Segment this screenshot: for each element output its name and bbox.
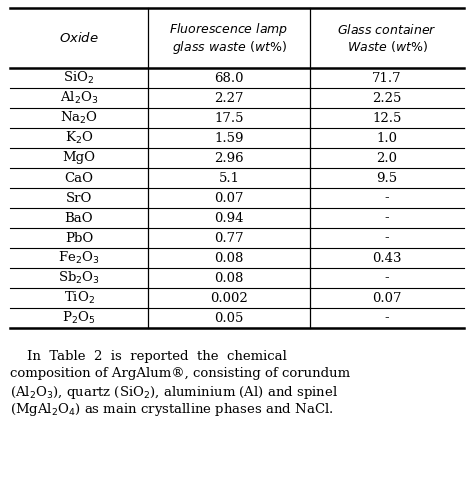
Text: -: - — [385, 231, 389, 244]
Text: (MgAl$_2$O$_4$) as main crystalline phases and NaCl.: (MgAl$_2$O$_4$) as main crystalline phas… — [10, 401, 334, 418]
Text: 0.05: 0.05 — [214, 312, 244, 324]
Text: Al$_2$O$_3$: Al$_2$O$_3$ — [60, 90, 98, 106]
Text: 0.94: 0.94 — [214, 212, 244, 225]
Text: 71.7: 71.7 — [372, 72, 402, 84]
Text: MgO: MgO — [63, 152, 95, 165]
Text: $\bf{\it{Oxide}}$: $\bf{\it{Oxide}}$ — [59, 31, 99, 45]
Text: BaO: BaO — [64, 212, 93, 225]
Text: -: - — [385, 312, 389, 324]
Text: Fe$_2$O$_3$: Fe$_2$O$_3$ — [58, 250, 100, 266]
Text: composition of ArgAlum®, consisting of corundum: composition of ArgAlum®, consisting of c… — [10, 367, 350, 380]
Text: Na$_2$O: Na$_2$O — [60, 110, 98, 126]
Text: 1.0: 1.0 — [376, 132, 398, 144]
Text: In  Table  2  is  reported  the  chemical: In Table 2 is reported the chemical — [10, 350, 287, 363]
Text: 0.08: 0.08 — [214, 252, 244, 264]
Text: -: - — [385, 212, 389, 225]
Text: K$_2$O: K$_2$O — [65, 130, 93, 146]
Text: 12.5: 12.5 — [372, 111, 401, 124]
Text: $\bf{\it{Glass\ container}}$: $\bf{\it{Glass\ container}}$ — [337, 23, 437, 37]
Text: 0.07: 0.07 — [214, 192, 244, 204]
Text: 2.27: 2.27 — [214, 92, 244, 105]
Text: TiO$_2$: TiO$_2$ — [64, 290, 94, 306]
Text: SrO: SrO — [66, 192, 92, 204]
Text: $\bf{\it{glass\ waste\ (wt\%)}}$: $\bf{\it{glass\ waste\ (wt\%)}}$ — [172, 38, 286, 56]
Text: 0.77: 0.77 — [214, 231, 244, 244]
Text: $\bf{\it{Fluorescence\ lamp}}$: $\bf{\it{Fluorescence\ lamp}}$ — [169, 22, 289, 38]
Text: 2.96: 2.96 — [214, 152, 244, 165]
Text: -: - — [385, 192, 389, 204]
Text: PbO: PbO — [65, 231, 93, 244]
Text: 2.0: 2.0 — [376, 152, 398, 165]
Text: 9.5: 9.5 — [376, 171, 398, 184]
Text: (Al$_2$O$_3$), quartz (SiO$_2$), aluminium (Al) and spinel: (Al$_2$O$_3$), quartz (SiO$_2$), alumini… — [10, 384, 338, 401]
Text: SiO$_2$: SiO$_2$ — [64, 70, 95, 86]
Text: 2.25: 2.25 — [372, 92, 401, 105]
Text: -: - — [385, 272, 389, 285]
Text: 0.08: 0.08 — [214, 272, 244, 285]
Text: 68.0: 68.0 — [214, 72, 244, 84]
Text: 1.59: 1.59 — [214, 132, 244, 144]
Text: CaO: CaO — [64, 171, 93, 184]
Text: 5.1: 5.1 — [219, 171, 239, 184]
Text: Sb$_2$O$_3$: Sb$_2$O$_3$ — [58, 270, 100, 286]
Text: P$_2$O$_5$: P$_2$O$_5$ — [63, 310, 96, 326]
Text: 0.07: 0.07 — [372, 291, 402, 304]
Text: 0.002: 0.002 — [210, 291, 248, 304]
Text: $\bf{\it{Waste\ (wt\%)}}$: $\bf{\it{Waste\ (wt\%)}}$ — [346, 39, 428, 55]
Text: 0.43: 0.43 — [372, 252, 402, 264]
Text: 17.5: 17.5 — [214, 111, 244, 124]
